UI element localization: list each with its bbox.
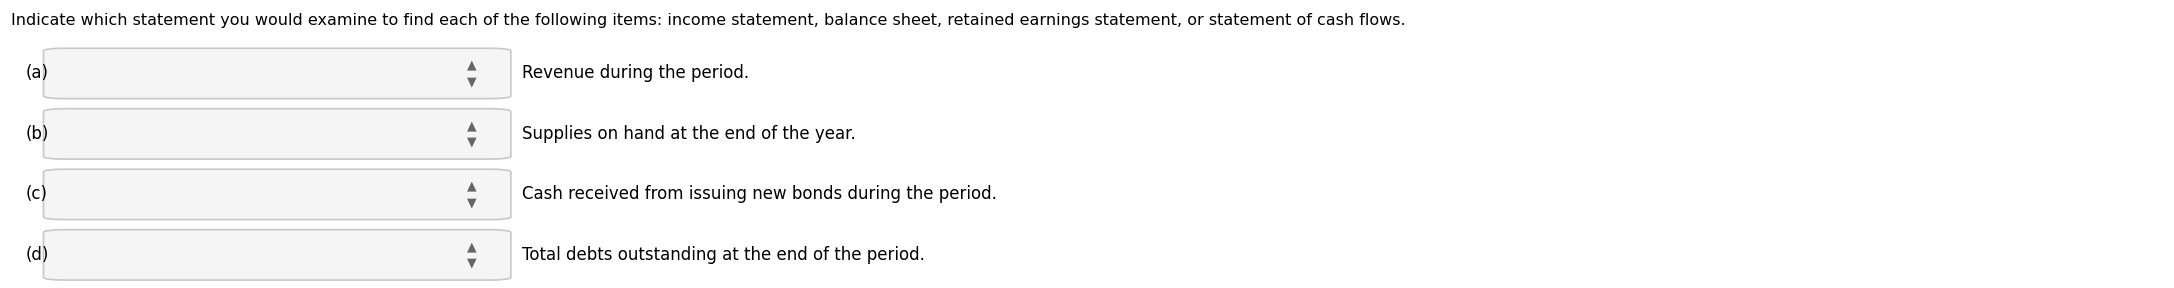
- FancyBboxPatch shape: [43, 230, 511, 280]
- Text: ▲: ▲: [467, 240, 476, 253]
- Text: (b): (b): [26, 125, 50, 143]
- FancyBboxPatch shape: [43, 109, 511, 159]
- Text: (d): (d): [26, 246, 50, 264]
- FancyBboxPatch shape: [43, 169, 511, 220]
- Text: ▲: ▲: [467, 59, 476, 72]
- Text: ▼: ▼: [467, 256, 476, 270]
- Text: Supplies on hand at the end of the year.: Supplies on hand at the end of the year.: [522, 125, 857, 143]
- Text: ▲: ▲: [467, 180, 476, 193]
- Text: ▼: ▼: [467, 75, 476, 88]
- Text: ▼: ▼: [467, 196, 476, 209]
- Text: (c): (c): [26, 185, 48, 203]
- Text: Total debts outstanding at the end of the period.: Total debts outstanding at the end of th…: [522, 246, 924, 264]
- Text: Revenue during the period.: Revenue during the period.: [522, 65, 748, 82]
- Text: Indicate which statement you would examine to find each of the following items: : Indicate which statement you would exami…: [11, 13, 1407, 28]
- Text: (a): (a): [26, 65, 50, 82]
- FancyBboxPatch shape: [43, 48, 511, 99]
- Text: Cash received from issuing new bonds during the period.: Cash received from issuing new bonds dur…: [522, 185, 996, 203]
- Text: ▼: ▼: [467, 135, 476, 149]
- Text: ▲: ▲: [467, 119, 476, 132]
